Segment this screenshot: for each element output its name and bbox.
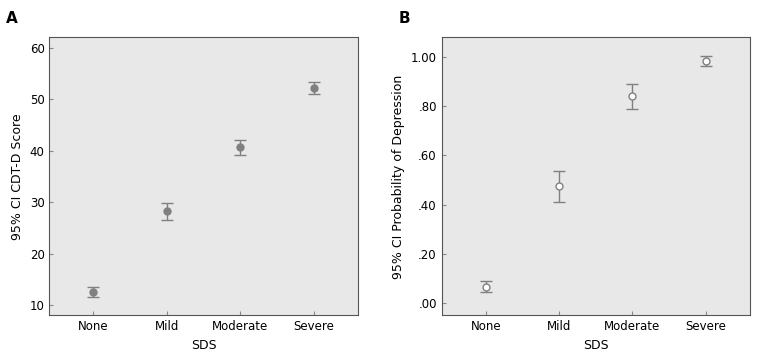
Y-axis label: 95% CI Probability of Depression: 95% CI Probability of Depression <box>393 74 406 278</box>
Text: A: A <box>6 11 18 26</box>
X-axis label: SDS: SDS <box>583 339 609 352</box>
X-axis label: SDS: SDS <box>191 339 216 352</box>
Y-axis label: 95% CI CDT-D Score: 95% CI CDT-D Score <box>11 113 24 240</box>
Text: B: B <box>399 11 410 26</box>
